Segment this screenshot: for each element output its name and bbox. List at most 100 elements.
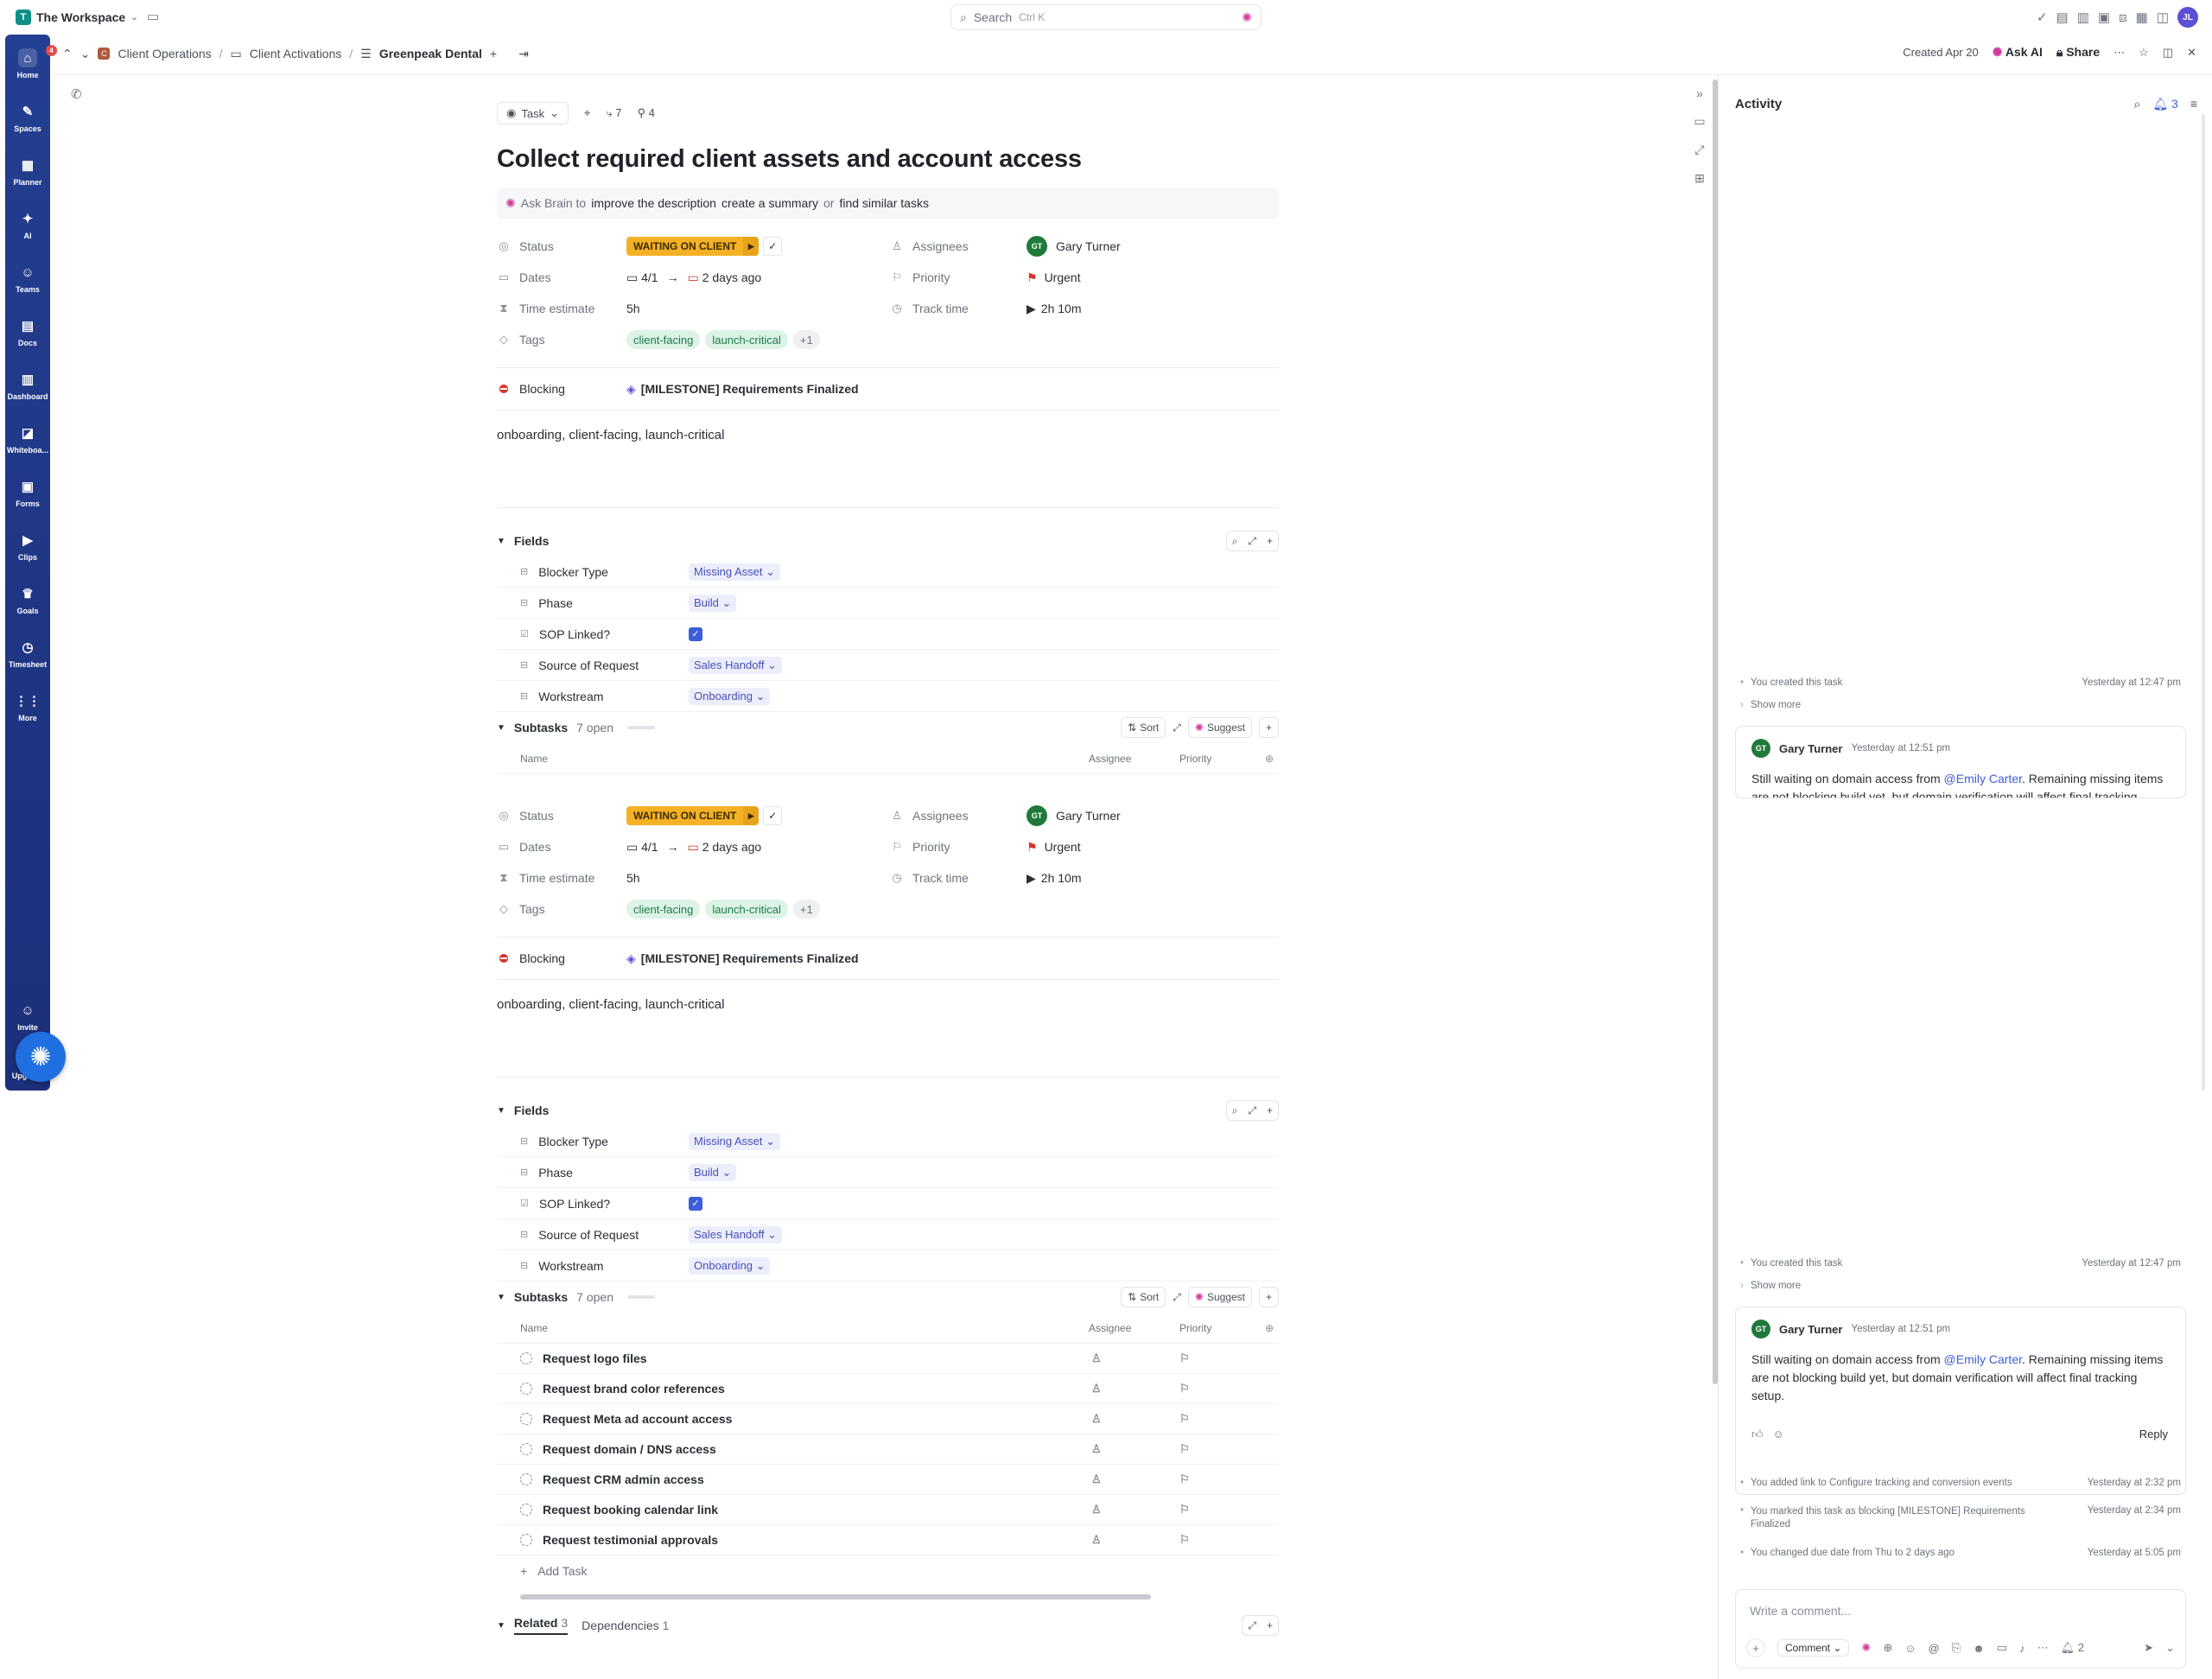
subtask-name[interactable]: Request testimonial approvals xyxy=(543,1533,719,1547)
breadcrumb-item[interactable]: Client Activations xyxy=(249,47,342,60)
comment-avatar[interactable]: GT xyxy=(1751,1320,1770,1339)
tag-chip[interactable]: launch-critical xyxy=(705,900,788,919)
add-icon[interactable]: + xyxy=(489,47,498,60)
workspace-switcher[interactable]: T The Workspace ⌄ xyxy=(10,6,143,29)
field-value-dropdown[interactable]: Onboarding ⌄ xyxy=(689,687,771,705)
assignee-icon[interactable]: ♙ xyxy=(1091,1412,1102,1425)
assignee-icon[interactable]: ♙ xyxy=(1091,1503,1102,1516)
column-priority[interactable]: Priority xyxy=(1179,1321,1212,1334)
more-icon[interactable]: ⋯ xyxy=(2113,45,2126,59)
sidebar-item-forms[interactable]: ▣ Forms xyxy=(5,477,50,508)
sidebar-item-planner[interactable]: ▦ Planner xyxy=(5,156,50,187)
field-value-dropdown[interactable]: Onboarding ⌄ xyxy=(689,1256,771,1275)
sidebar-item-timesheet[interactable]: ◷ Timesheet xyxy=(5,638,50,669)
inbox-icon[interactable]: ▤ xyxy=(2056,10,2069,25)
tag-chip[interactable]: client-facing xyxy=(626,900,701,919)
subtask-status-icon[interactable] xyxy=(520,1413,532,1425)
close-icon[interactable]: ✕ xyxy=(2187,45,2196,59)
play-icon[interactable]: ▶ xyxy=(1027,301,1036,315)
flag-icon[interactable]: ⚐ xyxy=(1179,1351,1190,1364)
sidebar-item-teams[interactable]: ☺ Teams xyxy=(5,263,50,295)
add-task-row[interactable]: + Add Task xyxy=(497,1555,1279,1586)
column-assignee[interactable]: Assignee xyxy=(1089,1321,1132,1334)
deps-count[interactable]: ⚲ 4 xyxy=(637,106,654,120)
flag-icon[interactable]: ⚐ xyxy=(1179,1382,1190,1395)
tab-dependencies[interactable]: Dependencies 1 xyxy=(582,1619,669,1632)
video-icon[interactable]: ▣ xyxy=(2097,10,2111,25)
subtask-row[interactable]: Request CRM admin access ♙ ⚐ xyxy=(497,1465,1279,1495)
phone-icon[interactable]: ✆ xyxy=(71,87,82,102)
show-more-button[interactable]: › Show more xyxy=(1740,700,2181,710)
chevron-down-icon[interactable]: ⌄ xyxy=(79,46,91,60)
ask-ai-button[interactable]: ✺ Ask AI xyxy=(1993,45,2043,60)
complete-check-icon[interactable]: ✓ xyxy=(763,237,783,256)
sidebar-item-more[interactable]: ⋮⋮ More xyxy=(5,691,50,722)
field-value-dropdown[interactable]: Build ⌄ xyxy=(689,594,737,612)
subtask-status-icon[interactable] xyxy=(520,1443,532,1455)
comment-icon[interactable]: ▭ xyxy=(1694,114,1706,128)
add-subtask-icon[interactable]: + xyxy=(1258,1287,1279,1307)
flag-icon[interactable]: ⚐ xyxy=(1179,1442,1190,1455)
activity-scrollbar[interactable] xyxy=(2202,114,2205,1091)
add-subtask-icon[interactable]: + xyxy=(1258,717,1279,738)
field-value-dropdown[interactable]: Missing Asset ⌄ xyxy=(689,1132,780,1150)
assignee-avatar[interactable]: GT xyxy=(1027,236,1047,257)
status-badge[interactable]: WAITING ON CLIENT ▶ xyxy=(626,237,760,256)
flag-icon[interactable]: ⚐ xyxy=(1179,1533,1190,1546)
status-next-icon[interactable]: ▶ xyxy=(743,806,760,825)
apps-icon[interactable]: ◫ xyxy=(2156,10,2169,25)
track-time-value[interactable]: 2h 10m xyxy=(1040,871,1082,885)
share-button[interactable]: 🔒︎ Share xyxy=(2056,45,2100,60)
expand-icon[interactable]: ⤢ xyxy=(1248,1619,1256,1631)
search-icon[interactable]: ⌕ xyxy=(1231,534,1238,547)
mention-icon[interactable]: @ xyxy=(1928,1641,1940,1655)
status-next-icon[interactable]: ▶ xyxy=(743,237,760,256)
flag-icon[interactable]: ⚐ xyxy=(1179,1503,1190,1516)
emoji-icon[interactable]: ☺ xyxy=(1772,1428,1784,1441)
assignee-icon[interactable]: ♙ xyxy=(1091,1442,1102,1455)
time-estimate-value[interactable]: 5h xyxy=(626,871,640,885)
task-title[interactable]: Collect required client assets and accou… xyxy=(497,145,1082,173)
sidebar-item-spaces[interactable]: ✎ Spaces xyxy=(5,102,50,133)
reply-button[interactable]: Reply xyxy=(2139,1428,2168,1441)
subtasks-count[interactable]: ⤷ 7 xyxy=(606,106,621,120)
breadcrumb-item-current[interactable]: Greenpeak Dental xyxy=(378,47,482,60)
blocking-task-link[interactable]: [MILESTONE] Requirements Finalized xyxy=(640,382,859,396)
quick-action-button[interactable]: ✺ xyxy=(16,1032,66,1082)
sidebar-item-home[interactable]: ⌂ 4 Home xyxy=(5,45,57,79)
start-date[interactable]: ▭ 4/1 xyxy=(626,840,658,855)
video-icon[interactable]: ▭ xyxy=(1996,1641,2008,1654)
flag-icon[interactable]: ⚐ xyxy=(1179,1472,1190,1485)
add-icon[interactable]: + xyxy=(1266,1619,1273,1631)
reminder-icon[interactable]: ⧈ xyxy=(2119,10,2127,25)
subtask-status-icon[interactable] xyxy=(520,1504,532,1516)
sidebar-item-dashboard[interactable]: ▥ Dashboard xyxy=(5,370,50,401)
play-icon[interactable]: ▶ xyxy=(1027,870,1036,885)
improve-description-link[interactable]: improve the description xyxy=(591,196,716,210)
filter-icon[interactable]: ≡ xyxy=(2190,97,2197,111)
subtask-row[interactable]: Request logo files ♙ ⚐ xyxy=(497,1344,1279,1374)
calendar-icon[interactable]: ▭ xyxy=(147,10,160,24)
focus-icon[interactable]: ⌖ xyxy=(583,106,591,119)
comment-author[interactable]: Gary Turner xyxy=(1779,741,1843,755)
priority-value[interactable]: Urgent xyxy=(1044,270,1081,284)
column-name[interactable]: Name xyxy=(520,752,549,765)
due-date[interactable]: ▭ 2 days ago xyxy=(688,270,762,285)
field-value-dropdown[interactable]: Missing Asset ⌄ xyxy=(689,563,780,581)
send-icon[interactable]: ➤ xyxy=(2144,1641,2154,1654)
notepad-icon[interactable]: ▥ xyxy=(2076,10,2089,25)
fields-header[interactable]: ▼ Fields ⌕ ⤢ + xyxy=(497,1095,1279,1126)
thumbs-up-icon[interactable]: 👍︎ xyxy=(1751,1428,1764,1441)
assignee-icon[interactable]: ♙ xyxy=(1091,1382,1102,1395)
attach-icon[interactable]: ⎘ xyxy=(1951,1641,1961,1654)
priority-value[interactable]: Urgent xyxy=(1044,840,1081,854)
collapse-icon[interactable]: » xyxy=(1696,86,1703,100)
layout-icon[interactable]: ◫ xyxy=(2162,45,2174,59)
assignee-avatar[interactable]: GT xyxy=(1027,805,1047,826)
sort-button[interactable]: ⇅ Sort xyxy=(1121,1287,1166,1307)
assignee-icon[interactable]: ♙ xyxy=(1091,1533,1102,1546)
tag-more-chip[interactable]: +1 xyxy=(792,900,820,919)
check-circle-icon[interactable]: ✓ xyxy=(2036,10,2048,25)
doc-icon[interactable]: ▦ xyxy=(2135,10,2148,25)
subtask-status-icon[interactable] xyxy=(520,1473,532,1485)
